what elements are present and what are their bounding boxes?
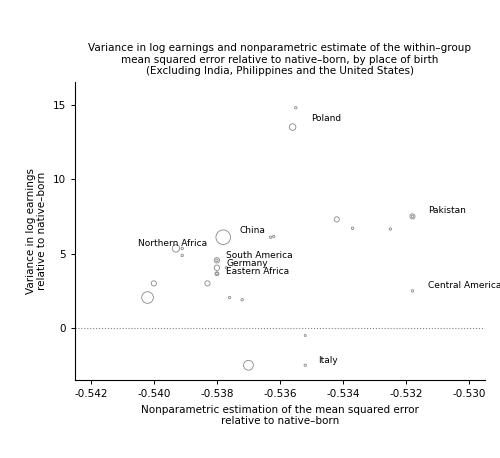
Point [178, 252, 186, 259]
Point [270, 233, 278, 240]
X-axis label: Nonparametric estimation of the mean squared error
relative to native–born: Nonparametric estimation of the mean squ… [141, 405, 419, 426]
Point [172, 245, 180, 252]
Point [238, 296, 246, 304]
Text: Italy: Italy [318, 355, 338, 365]
Text: South America: South America [226, 251, 293, 260]
Point [213, 270, 221, 278]
Text: Pakistan: Pakistan [428, 206, 466, 215]
Point [219, 234, 227, 241]
Point [213, 264, 221, 272]
Point [213, 256, 221, 264]
Point [333, 216, 341, 223]
Text: Poland: Poland [312, 114, 342, 123]
Point [213, 256, 221, 264]
Point [226, 294, 234, 301]
Point [213, 270, 221, 278]
Text: Northern Africa: Northern Africa [138, 240, 207, 248]
Point [288, 124, 296, 131]
Point [144, 294, 152, 301]
Text: Eastern Africa: Eastern Africa [226, 267, 290, 276]
Point [266, 234, 274, 241]
Text: Germany: Germany [226, 259, 268, 268]
Point [386, 225, 394, 233]
Point [301, 332, 309, 339]
Point [408, 287, 416, 294]
Title: Variance in log earnings and nonparametric estimate of the within–group
mean squ: Variance in log earnings and nonparametr… [88, 43, 472, 76]
Point [408, 213, 416, 220]
Point [222, 264, 230, 272]
Point [150, 280, 158, 287]
Text: Central America: Central America [428, 281, 500, 290]
Y-axis label: Variance in log earnings
relative to native–born: Variance in log earnings relative to nat… [26, 168, 47, 294]
Point [244, 362, 252, 369]
Point [301, 362, 309, 369]
Point [292, 104, 300, 111]
Point [408, 213, 416, 220]
Point [204, 280, 212, 287]
Text: China: China [239, 226, 265, 235]
Point [178, 245, 186, 252]
Point [348, 225, 356, 232]
